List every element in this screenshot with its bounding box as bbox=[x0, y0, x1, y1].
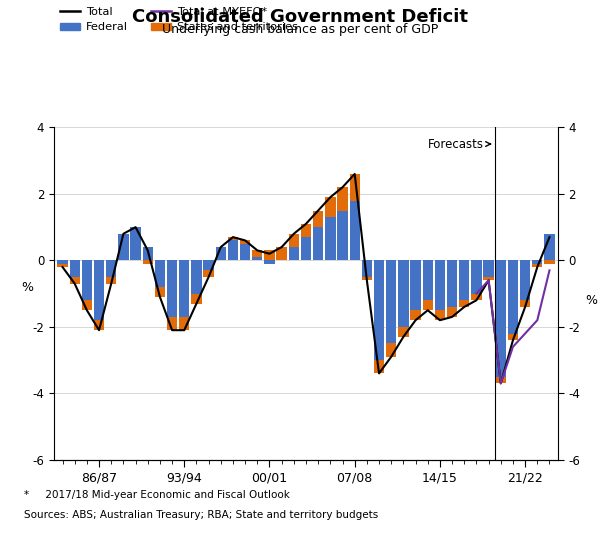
Bar bbox=[435, 260, 445, 310]
Bar bbox=[532, 260, 542, 264]
Bar bbox=[70, 277, 80, 284]
Bar bbox=[82, 300, 92, 310]
Bar bbox=[106, 277, 116, 284]
Bar bbox=[179, 317, 190, 330]
Bar bbox=[277, 247, 287, 260]
Bar bbox=[350, 174, 360, 201]
Bar bbox=[191, 294, 202, 304]
Bar bbox=[374, 260, 384, 360]
Bar bbox=[386, 343, 397, 357]
Bar bbox=[508, 260, 518, 334]
Bar bbox=[289, 247, 299, 260]
Bar bbox=[118, 234, 128, 260]
Bar bbox=[70, 260, 80, 277]
Bar bbox=[228, 240, 238, 260]
Bar bbox=[471, 260, 482, 294]
Bar bbox=[544, 260, 554, 264]
Bar bbox=[532, 264, 542, 267]
Bar bbox=[520, 300, 530, 307]
Bar bbox=[410, 260, 421, 310]
Bar bbox=[386, 260, 397, 343]
Bar bbox=[143, 247, 153, 260]
Bar bbox=[422, 260, 433, 300]
Bar bbox=[228, 237, 238, 240]
Bar bbox=[325, 217, 335, 260]
Y-axis label: %: % bbox=[586, 294, 598, 306]
Bar bbox=[191, 260, 202, 294]
Bar bbox=[58, 264, 68, 267]
Bar bbox=[289, 234, 299, 247]
Bar bbox=[471, 294, 482, 300]
Bar bbox=[459, 300, 469, 307]
Bar bbox=[143, 260, 153, 264]
Bar bbox=[203, 270, 214, 277]
Text: Underlying cash balance as per cent of GDP: Underlying cash balance as per cent of G… bbox=[162, 23, 438, 36]
Bar bbox=[106, 260, 116, 277]
Bar bbox=[496, 377, 506, 383]
Bar bbox=[362, 260, 372, 277]
Bar bbox=[179, 260, 190, 317]
Bar bbox=[301, 237, 311, 260]
Bar bbox=[374, 360, 384, 373]
Bar bbox=[435, 310, 445, 320]
Bar bbox=[94, 320, 104, 330]
Bar bbox=[265, 260, 275, 264]
Bar bbox=[203, 260, 214, 270]
Bar bbox=[94, 260, 104, 320]
Bar bbox=[240, 244, 250, 260]
Bar bbox=[484, 260, 494, 277]
Bar bbox=[398, 327, 409, 337]
Bar bbox=[410, 310, 421, 320]
Bar bbox=[215, 247, 226, 260]
Bar bbox=[155, 287, 165, 297]
Bar bbox=[313, 227, 323, 260]
Bar bbox=[459, 260, 469, 300]
Text: Consolidated Government Deficit: Consolidated Government Deficit bbox=[132, 8, 468, 26]
Y-axis label: %: % bbox=[21, 281, 33, 294]
Bar bbox=[520, 260, 530, 300]
Bar bbox=[155, 260, 165, 287]
Bar bbox=[167, 260, 177, 317]
Bar bbox=[422, 300, 433, 310]
Bar bbox=[252, 257, 262, 260]
Bar bbox=[398, 260, 409, 327]
Bar bbox=[508, 334, 518, 340]
Bar bbox=[313, 211, 323, 227]
Bar bbox=[265, 250, 275, 260]
Bar bbox=[301, 224, 311, 237]
Bar bbox=[252, 250, 262, 257]
Bar bbox=[484, 277, 494, 280]
Bar bbox=[337, 187, 347, 211]
Bar bbox=[130, 227, 141, 260]
Bar bbox=[350, 201, 360, 260]
Bar bbox=[167, 317, 177, 330]
Bar bbox=[337, 211, 347, 260]
Text: Forecasts: Forecasts bbox=[428, 137, 490, 151]
Bar bbox=[58, 260, 68, 264]
Bar bbox=[240, 240, 250, 244]
Bar bbox=[447, 260, 457, 307]
Bar bbox=[325, 197, 335, 217]
Bar bbox=[447, 307, 457, 317]
Bar bbox=[362, 277, 372, 280]
Text: *     2017/18 Mid-year Economic and Fiscal Outlook: * 2017/18 Mid-year Economic and Fiscal O… bbox=[24, 490, 290, 500]
Bar bbox=[544, 234, 554, 260]
Legend: Total, Federal, Total at MYEFO*, States and territories: Total, Federal, Total at MYEFO*, States … bbox=[59, 7, 298, 33]
Bar bbox=[496, 260, 506, 377]
Text: Sources: ABS; Australian Treasury; RBA; State and territory budgets: Sources: ABS; Australian Treasury; RBA; … bbox=[24, 510, 378, 520]
Bar bbox=[82, 260, 92, 300]
